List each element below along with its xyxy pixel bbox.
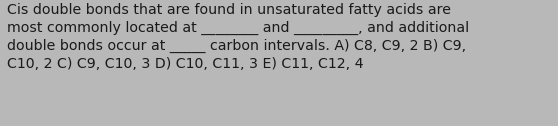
- Text: Cis double bonds that are found in unsaturated fatty acids are
most commonly loc: Cis double bonds that are found in unsat…: [7, 3, 469, 71]
